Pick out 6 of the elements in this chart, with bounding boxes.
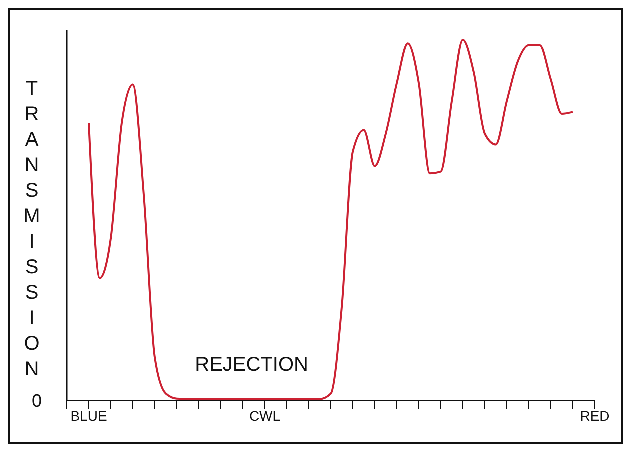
annotation: REJECTION bbox=[195, 354, 308, 376]
text: 0 bbox=[32, 391, 42, 411]
text: TRANSMISSION bbox=[24, 78, 40, 380]
x-tick-label: RED bbox=[580, 408, 610, 424]
x-tick-label: BLUE bbox=[70, 408, 108, 424]
x-tick-label: CWL bbox=[249, 408, 281, 424]
